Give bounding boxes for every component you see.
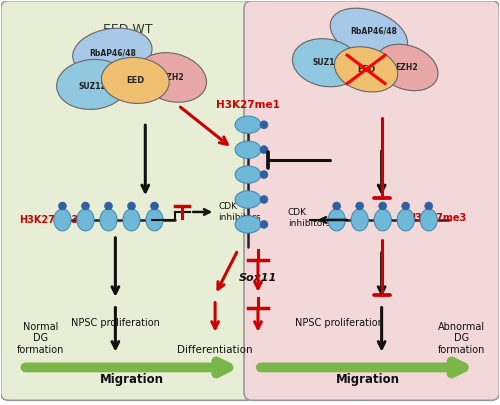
Ellipse shape xyxy=(77,209,94,231)
Ellipse shape xyxy=(235,141,261,158)
Ellipse shape xyxy=(128,202,136,210)
Ellipse shape xyxy=(235,216,261,233)
Ellipse shape xyxy=(378,202,386,210)
Text: Abnormal
DG
formation: Abnormal DG formation xyxy=(438,322,485,355)
Ellipse shape xyxy=(260,146,268,153)
Ellipse shape xyxy=(123,209,140,231)
Ellipse shape xyxy=(146,209,163,231)
Text: RbAP46/48: RbAP46/48 xyxy=(89,48,136,57)
Ellipse shape xyxy=(334,47,398,92)
Ellipse shape xyxy=(351,209,368,231)
Ellipse shape xyxy=(420,209,438,231)
Text: EZH2: EZH2 xyxy=(396,63,418,72)
Ellipse shape xyxy=(138,53,206,102)
Text: H3K27me1: H3K27me1 xyxy=(216,100,280,110)
Text: EED cKO: EED cKO xyxy=(345,23,399,36)
Ellipse shape xyxy=(82,202,90,210)
Ellipse shape xyxy=(260,196,268,203)
Text: SUZ12: SUZ12 xyxy=(312,58,340,67)
Ellipse shape xyxy=(102,58,169,103)
Ellipse shape xyxy=(260,171,268,179)
Ellipse shape xyxy=(332,202,340,210)
Text: Differentiation: Differentiation xyxy=(178,345,253,354)
Text: CDK
inhibitors: CDK inhibitors xyxy=(288,208,331,228)
Ellipse shape xyxy=(54,209,71,231)
Ellipse shape xyxy=(330,8,407,60)
FancyBboxPatch shape xyxy=(0,1,254,400)
Ellipse shape xyxy=(56,60,128,109)
Text: H3K27me3: H3K27me3 xyxy=(18,215,78,225)
Ellipse shape xyxy=(235,191,261,208)
Ellipse shape xyxy=(292,39,360,87)
Ellipse shape xyxy=(260,121,268,129)
Ellipse shape xyxy=(104,202,112,210)
Text: Migration: Migration xyxy=(336,373,400,386)
Ellipse shape xyxy=(58,202,66,210)
Ellipse shape xyxy=(235,166,261,183)
Text: RbAP46/48: RbAP46/48 xyxy=(350,27,397,36)
Text: EED: EED xyxy=(357,65,375,74)
Ellipse shape xyxy=(376,44,438,91)
Ellipse shape xyxy=(235,116,261,134)
Text: Normal
DG
formation: Normal DG formation xyxy=(17,322,64,355)
Ellipse shape xyxy=(374,209,392,231)
Text: EZH2: EZH2 xyxy=(161,73,184,82)
Text: NPSC proliferation: NPSC proliferation xyxy=(296,318,384,328)
Text: NPSC proliferation: NPSC proliferation xyxy=(71,318,160,328)
Text: CDK
inhibitors: CDK inhibitors xyxy=(218,202,260,222)
Ellipse shape xyxy=(72,28,152,77)
FancyBboxPatch shape xyxy=(244,1,500,400)
Text: EED: EED xyxy=(126,76,144,85)
Ellipse shape xyxy=(402,202,409,210)
Text: Migration: Migration xyxy=(100,373,164,386)
Ellipse shape xyxy=(397,209,414,231)
Text: Sox11: Sox11 xyxy=(239,273,277,283)
Ellipse shape xyxy=(100,209,117,231)
Ellipse shape xyxy=(356,202,364,210)
Ellipse shape xyxy=(150,202,158,210)
Ellipse shape xyxy=(260,220,268,228)
Text: EED WT: EED WT xyxy=(102,23,152,36)
Ellipse shape xyxy=(424,202,432,210)
Ellipse shape xyxy=(328,209,345,231)
Text: SUZ12: SUZ12 xyxy=(78,82,106,91)
Text: H3K27me3: H3K27me3 xyxy=(408,213,467,223)
